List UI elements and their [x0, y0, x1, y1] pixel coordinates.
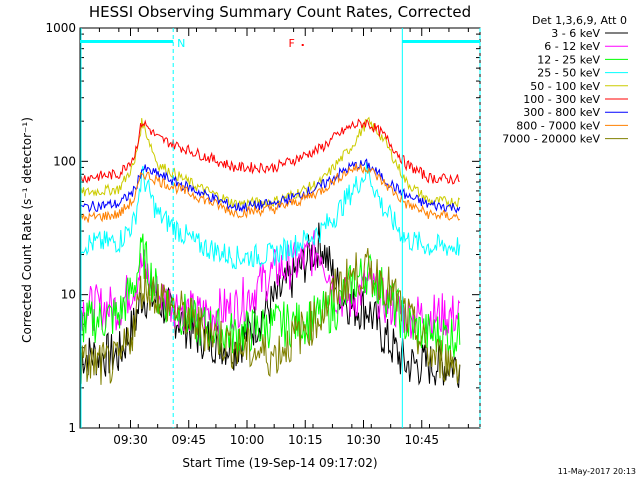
attenuator-bar: [80, 40, 174, 43]
attenuator-bar: [402, 40, 480, 43]
x-tick-label: 09:45: [171, 433, 206, 447]
series-line: [80, 248, 461, 385]
series-line: [80, 118, 460, 185]
footer-date: 11-May-2017 20:13: [558, 467, 636, 476]
series-layer: [80, 116, 461, 388]
legend-label: 6 - 12 keV: [544, 40, 600, 53]
y-axis-label: Corrected Count Rate (s⁻¹ detector⁻¹): [20, 117, 34, 343]
y-tick-label: 10: [61, 288, 76, 302]
series-line: [80, 163, 461, 223]
chart-title: HESSI Observing Summary Count Rates, Cor…: [89, 3, 471, 21]
x-axis: 09:30 09:45 10:00 10:15 10:30 10:45: [79, 28, 469, 447]
legend-label: 12 - 25 keV: [537, 53, 600, 66]
plot-area: [79, 27, 481, 429]
y-axis: 1 10 100 1000: [45, 21, 480, 435]
legend-label: 100 - 300 keV: [523, 93, 600, 106]
legend-label: 300 - 800 keV: [523, 106, 600, 119]
y-tick-label: 1: [68, 421, 76, 435]
flag-annotation: N: [177, 37, 185, 50]
series-line: [80, 161, 461, 270]
legend-label: 50 - 100 keV: [530, 80, 600, 93]
series-line: [80, 116, 461, 211]
y-tick-label: 1000: [45, 21, 76, 35]
legend-label: 800 - 7000 keV: [516, 119, 600, 132]
x-tick-label: 10:15: [288, 433, 323, 447]
legend-label: 7000 - 20000 keV: [502, 133, 600, 146]
x-tick-label: 09:30: [113, 433, 148, 447]
series-line: [80, 158, 461, 214]
plot-frame: [79, 27, 481, 429]
x-axis-label: Start Time (19-Sep-14 09:17:02): [182, 456, 377, 470]
y-tick-label: 100: [53, 154, 76, 168]
legend-label: 3 - 6 keV: [551, 27, 600, 40]
flag-annotation: F: [289, 37, 295, 50]
legend-label: 25 - 50 keV: [537, 67, 600, 80]
legend-title: Det 1,3,6,9, Att 0: [532, 14, 627, 27]
flag-marker: [301, 44, 304, 46]
x-tick-label: 10:00: [230, 433, 265, 447]
x-tick-label: 10:30: [346, 433, 381, 447]
x-tick-label: 10:45: [404, 433, 439, 447]
